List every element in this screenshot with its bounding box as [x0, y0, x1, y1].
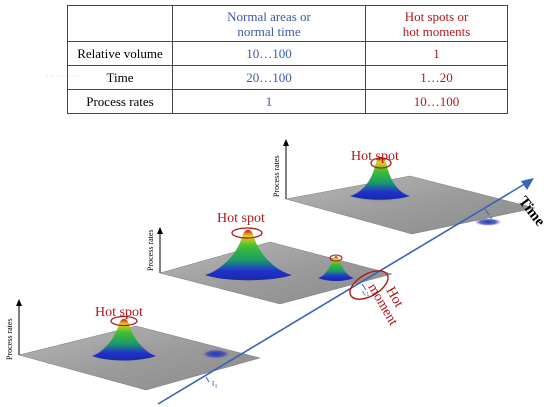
- ghost-text: ··· ···· ····: [46, 72, 80, 81]
- time-axis-arrow: [521, 178, 534, 190]
- y-axis-arrow-3: [283, 139, 289, 146]
- header-hot-line1: Hot spots or: [404, 8, 469, 24]
- header-hot: Hot spots or hot moments: [365, 5, 508, 42]
- row-label: Process rates: [67, 89, 173, 114]
- row-label: Time: [67, 65, 173, 90]
- surface-plane-3: [285, 157, 536, 235]
- y-axis-label-3: Process rates: [272, 155, 281, 197]
- y-axis-arrow-2: [157, 227, 163, 234]
- row-hot-value: 1: [365, 41, 508, 66]
- hot-moment-ring: [349, 270, 389, 300]
- y-axis-label-1: Process rates: [5, 318, 14, 360]
- row-label: Relative volume: [67, 41, 173, 66]
- time-tick-1: t1: [205, 376, 218, 390]
- y-axis-arrow-1: [16, 299, 22, 306]
- time-axis-label: Time: [515, 194, 548, 230]
- time-tick-2: t2: [360, 283, 371, 299]
- row-normal-value: 1: [172, 89, 366, 114]
- time-tick-label-2: t2: [360, 286, 371, 299]
- header-normal-line2: normal time: [237, 23, 301, 39]
- hot-spot-ring-small: [329, 254, 343, 262]
- comparison-table: Normal areas or normal time Hot spots or…: [67, 5, 508, 114]
- table-row: Relative volume 10…100 1: [67, 41, 508, 66]
- table-row: Process rates 1 10…100: [67, 89, 508, 114]
- y-axis-label-2: Process rates: [146, 229, 155, 271]
- surface-plane-2: [159, 230, 393, 305]
- time-axis-line: [157, 181, 529, 405]
- header-normal-line1: Normal areas or: [227, 8, 311, 24]
- surface-plane-1: [18, 319, 261, 391]
- time-tick-label-1: t1: [212, 378, 218, 390]
- hot-spot-ring-3: [370, 157, 392, 169]
- time-tick-label-3: t3: [490, 214, 496, 226]
- hot-moment-label: Hot moment: [364, 274, 412, 328]
- hot-spot-label-2: Hot spot: [217, 211, 265, 226]
- hot-spot-label-1: Hot spot: [95, 305, 143, 320]
- table-row: Time 20…100 1…20: [67, 65, 508, 90]
- hot-spot-ring-2: [231, 227, 263, 239]
- time-tick-3: t3: [484, 208, 496, 226]
- table-header-row: Normal areas or normal time Hot spots or…: [67, 5, 508, 42]
- row-hot-value: 10…100: [365, 89, 508, 114]
- header-hot-line2: hot moments: [402, 23, 471, 39]
- row-normal-value: 20…100: [172, 65, 366, 90]
- row-normal-value: 10…100: [172, 41, 366, 66]
- hot-spot-ring-1: [110, 315, 138, 327]
- hot-spot-label-3: Hot spot: [351, 149, 399, 164]
